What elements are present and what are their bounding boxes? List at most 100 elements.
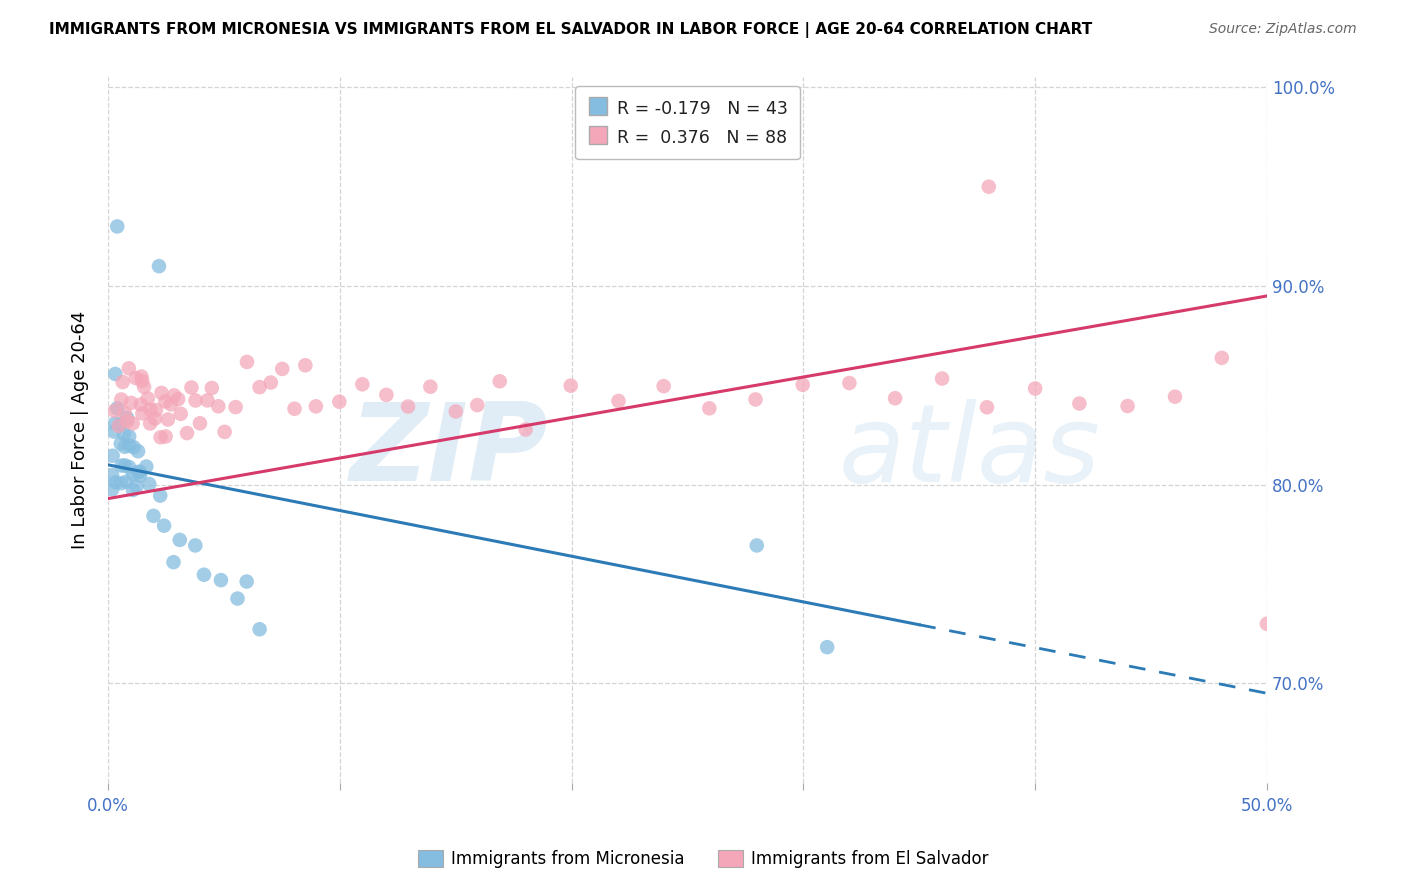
Point: [129, 398, 152, 412]
Point: [118, 438, 141, 452]
Point: [169, 533, 191, 547]
Legend: R = -0.179   N = 43, R =  0.376   N = 88: R = -0.179 N = 43, R = 0.376 N = 88: [575, 87, 800, 159]
Point: [180, 380, 202, 394]
Text: atlas: atlas: [838, 399, 1099, 504]
Point: [104, 404, 127, 418]
Point: [125, 479, 148, 493]
Point: [184, 393, 207, 408]
Point: [103, 425, 125, 439]
Point: [607, 393, 630, 408]
Point: [176, 426, 198, 441]
Point: [305, 400, 328, 414]
Legend: Immigrants from Micronesia, Immigrants from El Salvador: Immigrants from Micronesia, Immigrants f…: [411, 843, 995, 875]
Point: [131, 374, 153, 388]
Point: [101, 449, 124, 463]
Point: [396, 400, 419, 414]
Point: [488, 374, 510, 388]
Point: [110, 476, 132, 491]
Point: [560, 378, 582, 392]
Point: [129, 468, 152, 483]
Point: [110, 392, 132, 407]
Point: [419, 380, 441, 394]
Point: [111, 458, 134, 473]
Point: [815, 640, 838, 654]
Point: [1211, 351, 1233, 365]
Point: [122, 467, 145, 482]
Point: [977, 179, 1000, 194]
Y-axis label: In Labor Force | Age 20-64: In Labor Force | Age 20-64: [72, 311, 89, 549]
Point: [145, 403, 167, 417]
Point: [139, 417, 162, 431]
Point: [225, 400, 247, 414]
Point: [652, 379, 675, 393]
Point: [127, 444, 149, 458]
Point: [149, 489, 172, 503]
Point: [114, 458, 136, 473]
Text: Source: ZipAtlas.com: Source: ZipAtlas.com: [1209, 22, 1357, 37]
Point: [744, 392, 766, 407]
Point: [115, 411, 138, 425]
Point: [155, 429, 177, 443]
Point: [101, 468, 124, 483]
Point: [139, 402, 162, 417]
Point: [1164, 390, 1187, 404]
Point: [143, 411, 166, 425]
Point: [375, 388, 398, 402]
Point: [104, 475, 127, 490]
Point: [976, 401, 998, 415]
Point: [260, 376, 283, 390]
Point: [235, 574, 257, 589]
Point: [115, 475, 138, 489]
Point: [283, 401, 305, 416]
Point: [1116, 399, 1139, 413]
Point: [129, 465, 152, 479]
Point: [156, 412, 179, 426]
Point: [105, 219, 128, 234]
Point: [170, 407, 193, 421]
Point: [138, 477, 160, 491]
Point: [125, 371, 148, 385]
Point: [131, 369, 153, 384]
Point: [131, 406, 153, 420]
Point: [155, 394, 177, 409]
Point: [328, 394, 350, 409]
Point: [931, 371, 953, 385]
Point: [249, 622, 271, 636]
Point: [207, 399, 229, 413]
Point: [118, 460, 141, 475]
Point: [107, 418, 129, 433]
Text: ZIP: ZIP: [350, 398, 548, 504]
Point: [465, 398, 488, 412]
Point: [201, 381, 224, 395]
Point: [1024, 382, 1046, 396]
Point: [1069, 396, 1091, 410]
Point: [236, 355, 259, 369]
Point: [188, 417, 211, 431]
Point: [444, 404, 467, 418]
Point: [838, 376, 860, 390]
Point: [142, 508, 165, 523]
Point: [122, 440, 145, 454]
Point: [226, 591, 249, 606]
Point: [114, 440, 136, 454]
Point: [160, 397, 183, 411]
Point: [114, 406, 136, 420]
Point: [120, 396, 142, 410]
Point: [1256, 616, 1278, 631]
Point: [149, 430, 172, 444]
Point: [209, 573, 232, 587]
Point: [150, 385, 173, 400]
Point: [153, 518, 176, 533]
Point: [745, 538, 768, 552]
Point: [195, 393, 218, 408]
Point: [148, 259, 170, 273]
Point: [105, 401, 128, 416]
Point: [117, 414, 139, 428]
Point: [193, 567, 215, 582]
Point: [122, 483, 145, 497]
Point: [112, 426, 135, 441]
Point: [104, 367, 127, 381]
Point: [249, 380, 271, 394]
Point: [184, 538, 207, 552]
Point: [792, 377, 814, 392]
